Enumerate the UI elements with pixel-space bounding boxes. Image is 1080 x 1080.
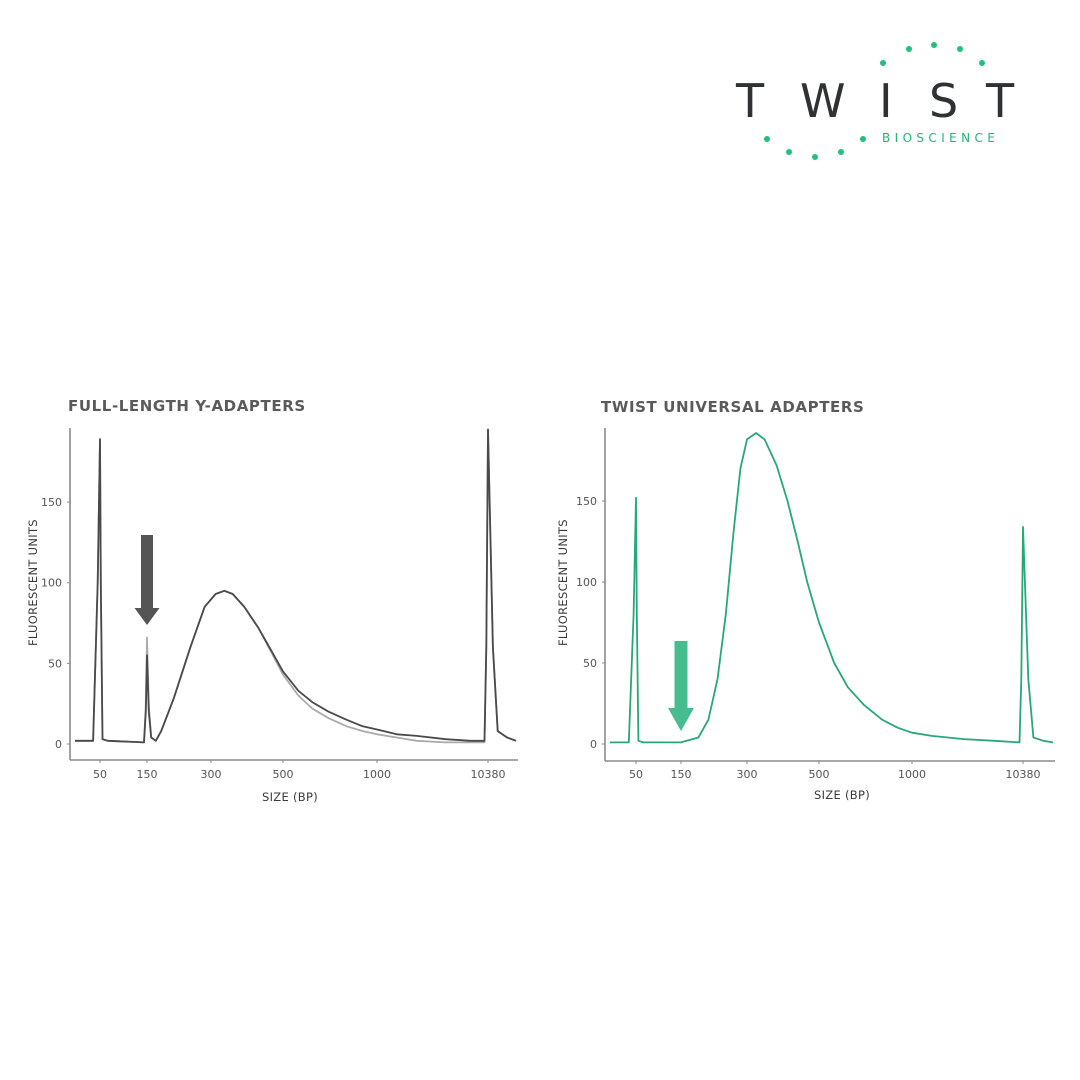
arrow-down-icon (668, 641, 694, 731)
series-line (75, 428, 517, 744)
chart-title: FULL-LENGTH Y-ADAPTERS (68, 397, 306, 415)
x-tick-label: 150 (671, 768, 692, 781)
logo-letter: S (929, 74, 959, 128)
y-tick-label: 150 (576, 495, 597, 508)
arrow-down-icon (134, 535, 160, 625)
x-axis-label: SIZE (BP) (814, 788, 870, 802)
y-tick-label: 50 (583, 657, 597, 670)
y-tick-label: 100 (41, 577, 62, 590)
x-tick-label: 150 (137, 768, 158, 781)
twist-bioscience-logo: T W I S T BIOSCIENCE (730, 40, 1030, 170)
series-line (75, 428, 517, 744)
y-tick-label: 0 (55, 738, 62, 751)
logo-subtitle: BIOSCIENCE (882, 131, 1000, 145)
y-tick-label: 150 (41, 496, 62, 509)
logo-dot-icon (979, 60, 985, 66)
logo-letter: I (879, 74, 893, 128)
logo-letter: T (986, 74, 1015, 128)
logo-dot-icon (957, 46, 963, 52)
logo-letter: T (736, 74, 765, 128)
logo-dot-icon (931, 42, 937, 48)
y-axis-label: FLUORESCENT UNITS (26, 519, 40, 646)
logo-dot-icon (764, 136, 770, 142)
chart-title: TWIST UNIVERSAL ADAPTERS (601, 398, 865, 416)
y-axis-label: FLUORESCENT UNITS (556, 519, 570, 646)
logo-letter: W (800, 74, 846, 128)
y-tick-label: 0 (590, 738, 597, 751)
logo-dot-icon (838, 149, 844, 155)
logo-dot-icon (786, 149, 792, 155)
y-tick-label: 50 (48, 657, 62, 670)
x-tick-label: 500 (809, 768, 830, 781)
logo-dot-icon (860, 136, 866, 142)
x-tick-label: 50 (93, 768, 107, 781)
x-axis-label: SIZE (BP) (262, 790, 318, 804)
logo-dot-icon (906, 46, 912, 52)
x-tick-label: 1000 (363, 768, 391, 781)
y-tick-label: 100 (576, 576, 597, 589)
logo-dot-icon (812, 154, 818, 160)
x-tick-label: 10380 (471, 768, 506, 781)
x-tick-label: 300 (201, 768, 222, 781)
x-tick-label: 10380 (1006, 768, 1041, 781)
x-tick-label: 500 (273, 768, 294, 781)
x-tick-label: 50 (629, 768, 643, 781)
x-tick-label: 1000 (898, 768, 926, 781)
x-tick-label: 300 (737, 768, 758, 781)
logo-dot-icon (880, 60, 886, 66)
series-line (610, 432, 1054, 744)
